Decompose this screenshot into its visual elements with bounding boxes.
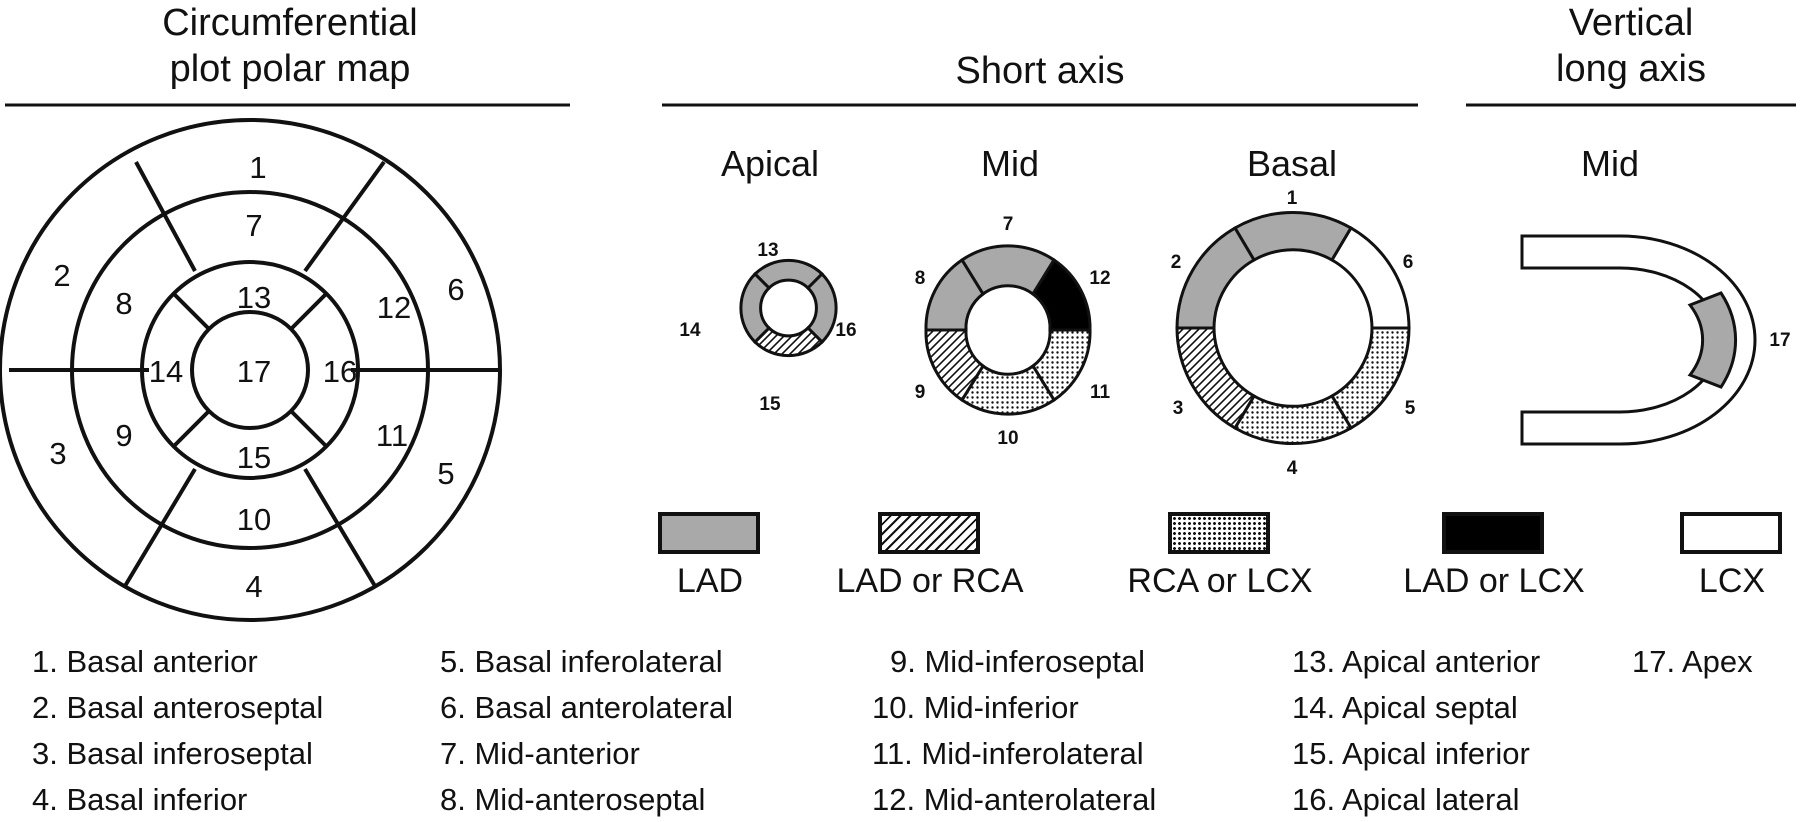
polar-label-11: 11 (376, 418, 408, 453)
mid-label-12: 12 (1089, 268, 1110, 289)
legend-swatch-lad-or-lcx (1442, 512, 1544, 554)
view-label-mid-short: Mid (980, 143, 1039, 184)
mid-labels: 7 8 9 10 11 12 (915, 214, 1111, 449)
polar-label-13: 13 (237, 280, 271, 315)
polar-label-3: 3 (49, 436, 66, 471)
polar-divider (172, 292, 211, 331)
legend-swatch-lcx (1680, 512, 1782, 554)
basal-segment-2 (1175, 225, 1257, 330)
legend-label-lad-or-rca: LAD or RCA (836, 562, 1024, 600)
long-axis-title: Vertical long axis (1466, 0, 1796, 92)
segment-name-7: 7. Mid-anterior (440, 736, 640, 771)
segment-name-15: 15. Apical inferior (1292, 736, 1530, 771)
legend-label-lcx: LCX (1698, 562, 1766, 600)
polar-label-15: 15 (237, 440, 271, 475)
legend-label-rca-or-lcx: RCA or LCX (1127, 562, 1313, 600)
segment-name-16: 16. Apical lateral (1292, 782, 1520, 817)
apical-label-13: 13 (757, 240, 778, 261)
segment-name-10: 10. Mid-inferior (872, 690, 1079, 725)
polar-map-labels: 1 2 3 4 5 6 7 8 9 10 11 12 13 14 15 16 1… (49, 150, 464, 604)
mid-label-10: 10 (997, 428, 1018, 449)
polar-label-5: 5 (437, 456, 454, 491)
legend-swatch-lad-or-rca (878, 512, 980, 554)
mid-short-axis (924, 244, 1092, 416)
apical-segment-14 (739, 271, 772, 345)
apical-label-16: 16 (835, 320, 856, 341)
view-label-basal: Basal (1246, 143, 1338, 184)
polar-label-12: 12 (377, 290, 411, 325)
segment-name-4: 4. Basal inferior (32, 782, 248, 817)
mid-label-7: 7 (1003, 214, 1014, 235)
basal-label-1: 1 (1287, 188, 1298, 209)
basal-label-4: 4 (1287, 458, 1298, 479)
segment-name-2: 2. Basal anteroseptal (32, 690, 324, 725)
short-axis-title: Short axis (955, 50, 1125, 92)
segment-name-3: 3. Basal inferoseptal (32, 736, 313, 771)
basal-label-3: 3 (1173, 398, 1184, 419)
polar-label-8: 8 (115, 286, 132, 321)
polar-divider (289, 292, 328, 331)
basal-labels: 1 2 3 4 5 6 (1171, 188, 1416, 479)
mid-label-11: 11 (1090, 382, 1111, 403)
segment-name-1: 1. Basal anterior (32, 644, 258, 679)
segment-name-13: 13. Apical anterior (1292, 644, 1541, 679)
legend-label-lad-or-lcx: LAD or LCX (1403, 562, 1585, 600)
basal-segment-4 (1232, 393, 1354, 446)
vertical-long-axis (1520, 234, 1757, 446)
polar-label-16: 16 (323, 354, 357, 389)
legend-label-lad: LAD (676, 562, 744, 600)
polar-label-7: 7 (245, 208, 262, 243)
mid-segment-8 (924, 257, 986, 332)
segment-name-5: 5. Basal inferolateral (440, 644, 723, 679)
long-axis-title-line-2: long axis (1556, 48, 1706, 90)
segment-name-6: 6. Basal anterolateral (440, 690, 733, 725)
long-axis-segment-17 (1687, 291, 1738, 389)
polar-label-4: 4 (245, 569, 262, 604)
polar-label-9: 9 (115, 418, 132, 453)
polar-divider (123, 467, 197, 588)
polar-label-1: 1 (249, 150, 266, 185)
segment-name-8: 8. Mid-anteroseptal (440, 782, 706, 817)
basal-segment-1 (1232, 210, 1354, 263)
polar-divider (303, 160, 386, 273)
polar-label-14: 14 (149, 354, 183, 389)
segment-name-17: 17. Apex (1632, 644, 1753, 679)
apical-short-axis (739, 258, 838, 358)
legend-swatch-lad (658, 512, 760, 554)
segment-name-11: 11. Mid-inferolateral (872, 736, 1144, 771)
apical-label-15: 15 (759, 394, 781, 415)
polar-label-6: 6 (447, 272, 464, 307)
polar-label-2: 2 (53, 258, 70, 293)
segment-name-14: 14. Apical septal (1292, 690, 1518, 725)
polar-map-title-line-1: Circumferential (162, 2, 418, 44)
polar-divider (172, 409, 211, 448)
long-axis-label-17: 17 (1769, 330, 1790, 351)
basal-short-axis (1175, 210, 1411, 446)
basal-label-2: 2 (1171, 252, 1182, 273)
segment-name-12: 12. Mid-anterolateral (872, 782, 1157, 817)
polar-divider (134, 161, 197, 272)
apical-labels: 13 14 15 16 (679, 240, 856, 415)
mid-label-8: 8 (915, 268, 926, 289)
polar-label-10: 10 (237, 502, 271, 537)
polar-divider (289, 409, 328, 448)
segment-name-9: 9. Mid-inferoseptal (890, 644, 1146, 679)
long-axis-title-line-1: Vertical (1568, 2, 1694, 44)
polar-divider (303, 467, 377, 588)
view-label-apical: Apical (720, 143, 820, 184)
mid-label-9: 9 (915, 382, 926, 403)
polar-map-title: Circumferential plot polar map (0, 0, 580, 92)
basal-label-6: 6 (1403, 252, 1414, 273)
basal-segment-6 (1329, 225, 1411, 330)
apical-label-14: 14 (679, 320, 701, 341)
polar-label-17: 17 (237, 354, 271, 389)
polar-map (0, 118, 502, 622)
legend-swatch-rca-or-lcx (1168, 512, 1270, 554)
view-label-mid-long: Mid (1580, 143, 1639, 184)
basal-segment-3 (1175, 326, 1257, 431)
polar-ring-apex (190, 310, 310, 430)
polar-map-title-line-2: plot polar map (169, 48, 411, 90)
basal-label-5: 5 (1405, 398, 1416, 419)
